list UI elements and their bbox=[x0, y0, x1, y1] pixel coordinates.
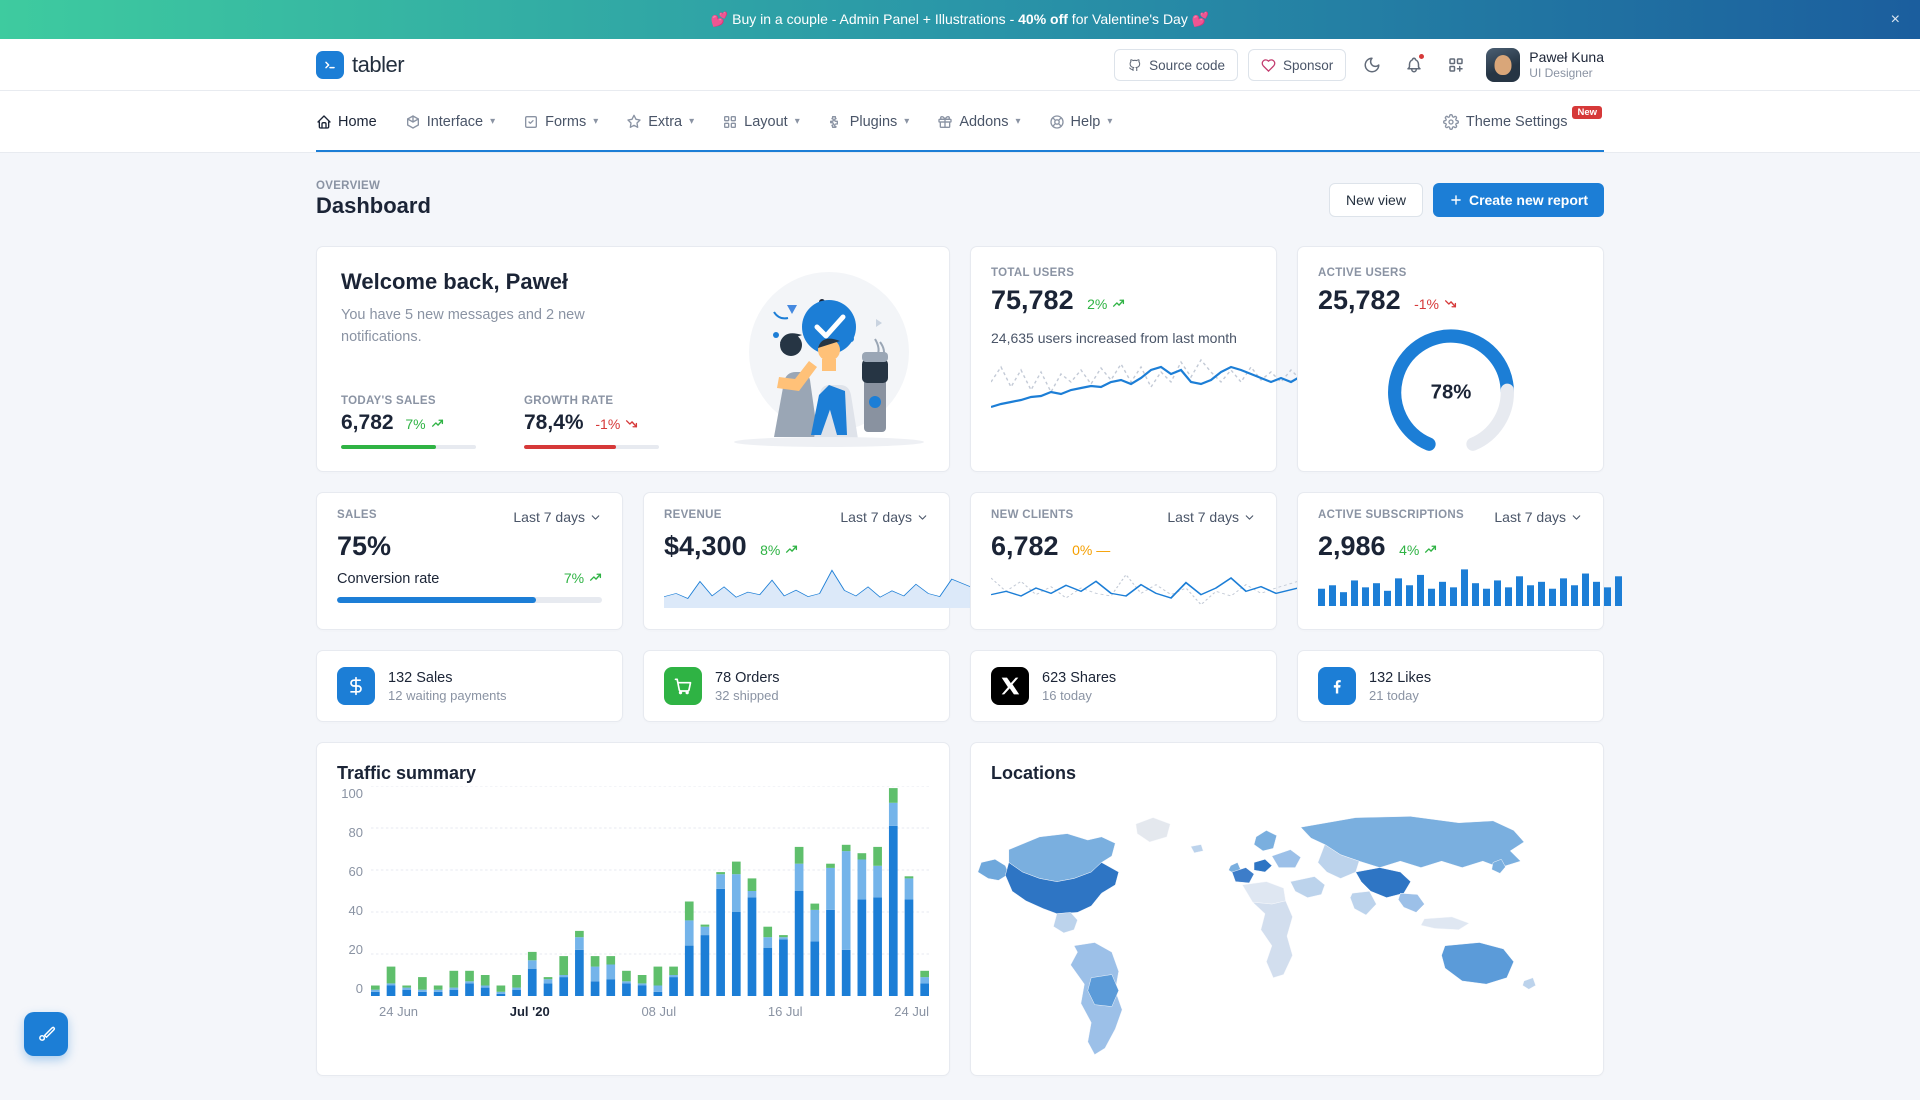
svg-text:78%: 78% bbox=[1430, 382, 1471, 404]
